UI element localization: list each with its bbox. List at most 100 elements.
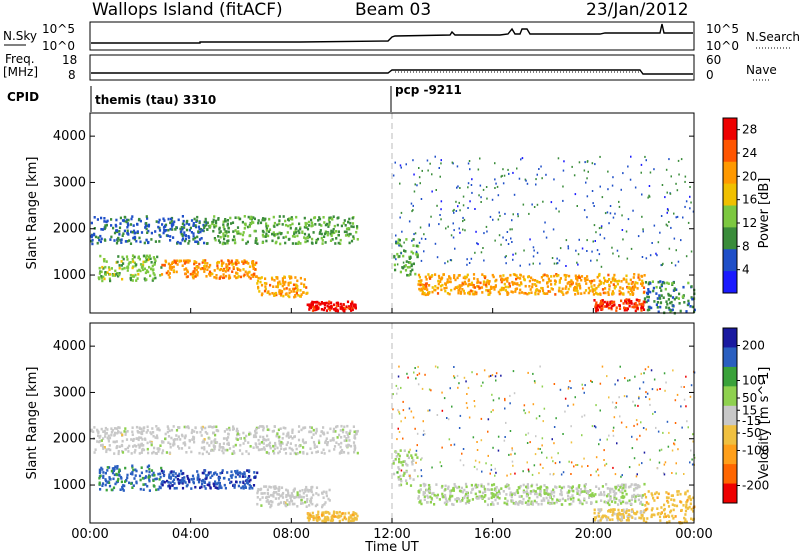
heatmap-cell: [90, 235, 93, 239]
heatmap-cell: [291, 494, 294, 497]
heatmap-cell: [220, 268, 223, 271]
heatmap-cell: [218, 481, 221, 485]
heatmap-cell: [140, 436, 143, 440]
heatmap-cell: [273, 452, 276, 455]
colorbar-segment: [723, 444, 737, 465]
heatmap-cell: [648, 398, 651, 401]
heatmap-cell: [166, 430, 169, 434]
heatmap-cell: [625, 518, 628, 522]
heatmap-cell: [297, 229, 300, 233]
heatmap-cell: [590, 501, 593, 504]
heatmap-cell: [603, 276, 606, 280]
heatmap-cell: [663, 507, 666, 511]
heatmap-cell: [657, 241, 660, 244]
heatmap-cell: [472, 285, 475, 288]
heatmap-cell: [512, 171, 514, 174]
heatmap-cell: [597, 474, 600, 477]
heatmap-cell: [528, 279, 531, 283]
heatmap-cell: [119, 222, 122, 225]
heatmap-cell: [617, 279, 620, 283]
heatmap-cell: [657, 310, 660, 314]
heatmap-cell: [318, 216, 321, 219]
heatmap-cell: [458, 284, 461, 287]
colorbar-segment: [723, 328, 737, 348]
heatmap-cell: [333, 224, 336, 228]
heatmap-cell: [332, 427, 336, 431]
heatmap-cell: [685, 200, 688, 203]
heatmap-cell: [625, 278, 628, 282]
heatmap-cell: [677, 448, 679, 451]
heatmap-cell: [104, 435, 107, 438]
heatmap-cell: [211, 222, 214, 225]
heatmap-cell: [187, 425, 190, 428]
heatmap-cell: [291, 242, 294, 245]
heatmap-cell: [410, 263, 413, 266]
heatmap-cell: [130, 230, 133, 234]
heatmap-cell: [523, 409, 525, 412]
heatmap-cell: [400, 252, 402, 255]
heatmap-cell: [683, 301, 686, 304]
heatmap-cell: [257, 276, 260, 280]
heatmap-cell: [263, 289, 267, 293]
heatmap-cell: [265, 451, 268, 454]
heatmap-cell: [261, 233, 264, 237]
heatmap-cell: [641, 215, 643, 218]
heatmap-cell: [161, 480, 164, 484]
heatmap-cell: [549, 473, 551, 476]
heatmap-cell: [186, 219, 189, 223]
heatmap-cell: [642, 381, 645, 384]
heatmap-cell: [439, 280, 442, 283]
heatmap-cell: [199, 486, 202, 490]
heatmap-cell: [158, 229, 162, 232]
heatmap-cell: [663, 503, 666, 507]
heatmap-cell: [603, 449, 605, 452]
heatmap-cell: [553, 262, 556, 265]
heatmap-cell: [208, 437, 211, 440]
heatmap-cell: [209, 425, 212, 428]
heatmap-cell: [424, 275, 427, 279]
heatmap-cell: [541, 451, 543, 454]
heatmap-cell: [514, 500, 518, 504]
heatmap-cell: [140, 466, 143, 469]
nave-tick-top: 60: [706, 53, 721, 67]
heatmap-cell: [626, 515, 629, 518]
heatmap-cell: [476, 373, 478, 376]
heatmap-cell: [108, 277, 111, 281]
heatmap-cell: [655, 252, 657, 255]
heatmap-cell: [656, 306, 659, 309]
heatmap-cell: [576, 487, 579, 491]
heatmap-cell: [323, 503, 326, 506]
heatmap-cell: [305, 226, 308, 229]
heatmap-cell: [532, 372, 534, 375]
heatmap-cell: [191, 438, 194, 441]
heatmap-cell: [215, 482, 218, 485]
heatmap-cell: [104, 426, 107, 430]
heatmap-cell: [410, 460, 414, 464]
heatmap-cell: [607, 499, 610, 503]
heatmap-cell: [316, 237, 320, 241]
heatmap-cell: [555, 417, 557, 420]
heatmap-cell: [203, 471, 206, 475]
heatmap-cell: [628, 466, 631, 469]
heatmap-cell: [271, 278, 274, 281]
heatmap-cell: [587, 170, 589, 173]
heatmap-cell: [125, 478, 128, 482]
heatmap-cell: [491, 374, 494, 377]
heatmap-cell: [559, 277, 562, 280]
heatmap-cell: [170, 265, 173, 269]
heatmap-cell: [512, 253, 514, 256]
heatmap-cell: [414, 453, 417, 457]
heatmap-cell: [291, 234, 295, 238]
heatmap-cell: [670, 494, 673, 497]
heatmap-cell: [476, 278, 479, 281]
heatmap-cell: [162, 226, 166, 229]
heatmap-cell: [293, 295, 296, 299]
heatmap-cell: [570, 387, 572, 389]
heatmap-cell: [515, 277, 518, 281]
heatmap-cell: [533, 249, 535, 252]
heatmap-cell: [399, 474, 402, 478]
heatmap-cell: [522, 497, 525, 501]
heatmap-cell: [621, 287, 624, 290]
heatmap-cell: [343, 425, 346, 429]
heatmap-cell: [349, 514, 352, 517]
